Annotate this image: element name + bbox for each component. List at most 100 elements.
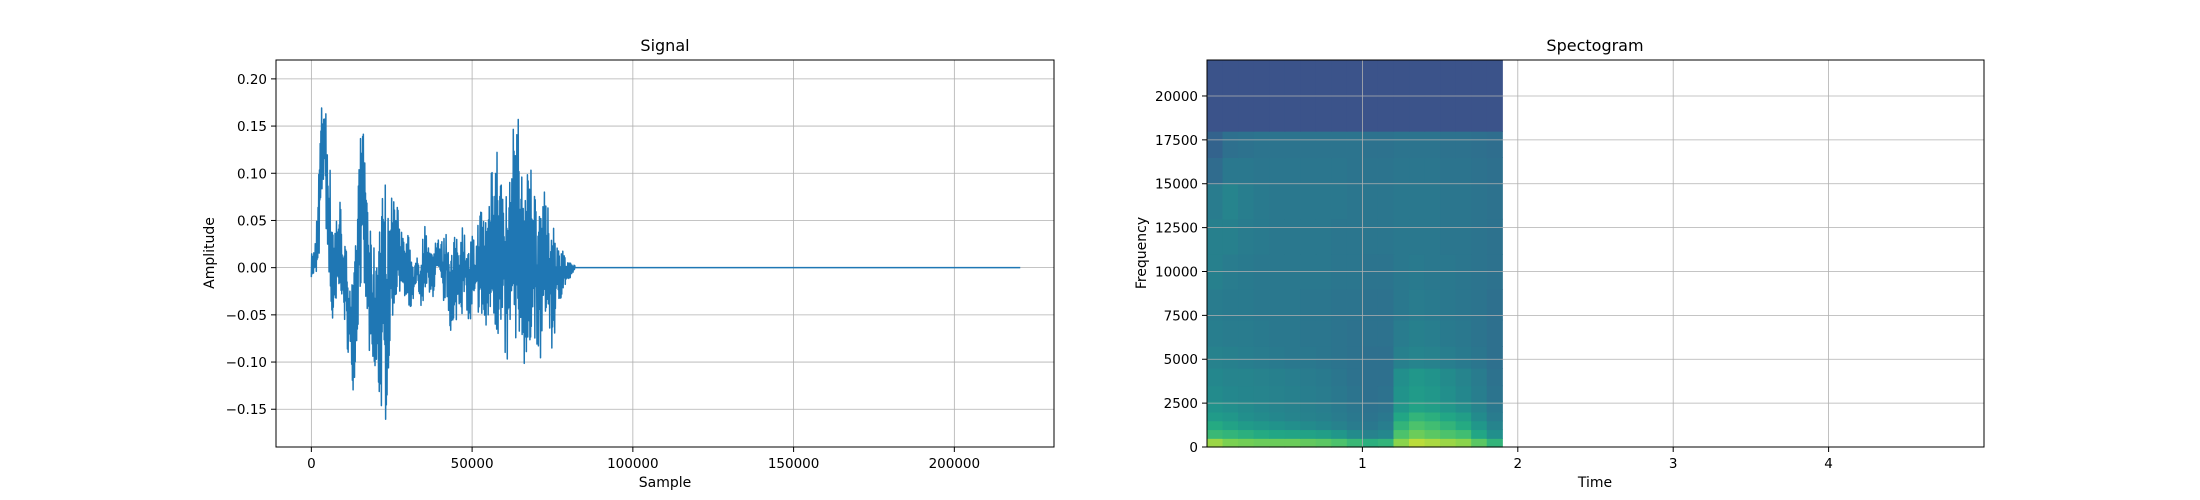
spectrogram-cell xyxy=(1284,131,1301,159)
spectrogram-y-tick-label: 7500 xyxy=(1164,308,1198,324)
spectrogram-cell xyxy=(1424,131,1441,159)
spectrogram-cell xyxy=(1269,385,1286,402)
spectrogram-cell xyxy=(1253,131,1270,159)
spectrogram-cell xyxy=(1455,157,1472,185)
signal-y-tick-label: 0.05 xyxy=(237,213,267,229)
spectrogram-cell xyxy=(1222,131,1239,159)
spectrogram-cell xyxy=(1393,157,1410,185)
signal-axes: 0 50000 100000 150000 200000 −0.15 −0.10 −0.05… xyxy=(202,36,1055,491)
spectrogram-cell xyxy=(1424,319,1441,347)
spectrogram-cell xyxy=(1424,289,1441,321)
spectrogram-cell xyxy=(1362,420,1379,431)
spectrogram-cell xyxy=(1424,183,1441,220)
spectrogram-cell xyxy=(1409,438,1426,448)
spectrogram-cell xyxy=(1362,411,1379,422)
spectrogram-cell xyxy=(1440,218,1457,255)
spectrogram-cell xyxy=(1207,368,1224,387)
spectrogram-cell xyxy=(1300,429,1317,439)
spectrogram-y-ticks: 0 2500 5000 7500 10000 12500 15000 17500 20000 xyxy=(1155,89,1207,456)
spectrogram-cell xyxy=(1253,218,1270,255)
spectrogram-y-tick-label: 12500 xyxy=(1155,221,1198,237)
spectrogram-cell xyxy=(1284,429,1301,439)
spectrogram-cell xyxy=(1269,429,1286,439)
spectrogram-cell xyxy=(1222,368,1239,387)
spectrogram-cell xyxy=(1362,131,1379,159)
spectrogram-cell xyxy=(1471,60,1488,97)
spectrogram-x-ticks: 1 2 3 4 xyxy=(1358,447,1833,472)
spectrogram-cell xyxy=(1207,131,1224,159)
spectrogram-cell xyxy=(1362,157,1379,185)
spectrogram-cell xyxy=(1207,346,1224,369)
spectrogram-cell xyxy=(1486,400,1503,413)
spectrogram-cell xyxy=(1377,400,1395,413)
spectrogram-cell xyxy=(1238,131,1255,159)
spectrogram-cell xyxy=(1300,157,1317,185)
spectrogram-cell xyxy=(1300,411,1317,422)
spectrogram-cell xyxy=(1377,411,1395,422)
spectrogram-cell xyxy=(1238,385,1255,402)
spectrogram-cell xyxy=(1455,289,1472,321)
spectrogram-cell xyxy=(1331,157,1348,185)
spectrogram-cell xyxy=(1455,218,1472,255)
spectrogram-cell xyxy=(1300,319,1317,347)
spectrogram-cell xyxy=(1346,60,1363,97)
spectrogram-cell xyxy=(1362,319,1379,347)
spectrogram-cell xyxy=(1471,289,1488,321)
spectrogram-cell xyxy=(1315,368,1332,387)
spectrogram-heatmap xyxy=(1207,60,1503,448)
spectrogram-cell xyxy=(1377,218,1395,255)
spectrogram-cell xyxy=(1455,411,1472,422)
signal-waveform xyxy=(310,107,1021,421)
spectrogram-cell xyxy=(1362,429,1379,439)
spectrogram-cell xyxy=(1207,319,1224,347)
spectrogram-cell xyxy=(1238,319,1255,347)
spectrogram-cell xyxy=(1393,95,1410,132)
spectrogram-cell xyxy=(1238,289,1255,321)
spectrogram-cell xyxy=(1207,289,1224,321)
spectrogram-cell xyxy=(1207,420,1224,431)
spectrogram-cell xyxy=(1346,183,1363,220)
spectrogram-cell xyxy=(1440,400,1457,413)
spectrogram-cell xyxy=(1424,60,1441,97)
spectrogram-cell xyxy=(1486,289,1503,321)
spectrogram-cell xyxy=(1253,60,1270,97)
spectrogram-x-tick-label: 3 xyxy=(1669,456,1678,472)
spectrogram-cell xyxy=(1471,368,1488,387)
spectrogram-cell xyxy=(1346,218,1363,255)
spectrogram-cell xyxy=(1440,346,1457,369)
spectrogram-cell xyxy=(1284,368,1301,387)
signal-x-tick-label: 0 xyxy=(307,456,316,472)
spectrogram-cell xyxy=(1238,60,1255,97)
spectrogram-cell xyxy=(1222,218,1239,255)
spectrogram-cell xyxy=(1300,385,1317,402)
spectrogram-cell xyxy=(1440,385,1457,402)
spectrogram-cell xyxy=(1269,60,1286,97)
spectrogram-x-tick-label: 4 xyxy=(1824,456,1833,472)
spectrogram-cell xyxy=(1269,157,1286,185)
spectrogram-cell xyxy=(1269,420,1286,431)
spectrogram-cell xyxy=(1393,385,1410,402)
signal-y-tick-label: 0.15 xyxy=(237,119,267,135)
spectrogram-cell xyxy=(1207,157,1224,185)
spectrogram-cell xyxy=(1393,289,1410,321)
spectrogram-cell xyxy=(1331,400,1348,413)
spectrogram-cell xyxy=(1346,420,1363,431)
spectrogram-cell xyxy=(1455,60,1472,97)
spectrogram-cell xyxy=(1409,157,1426,185)
spectrogram-cell xyxy=(1346,289,1363,321)
spectrogram-cell xyxy=(1284,95,1301,132)
spectrogram-cell xyxy=(1315,420,1332,431)
spectrogram-cell xyxy=(1440,289,1457,321)
spectrogram-axes: 1 2 3 4 0 2500 5000 7500 10000 12500 15000 17500 20… xyxy=(1134,36,1985,491)
spectrogram-cell xyxy=(1440,60,1457,97)
spectrogram-cell xyxy=(1455,420,1472,431)
spectrogram-cell xyxy=(1393,411,1410,422)
spectrogram-cell xyxy=(1362,60,1379,97)
spectrogram-cell xyxy=(1362,95,1379,132)
spectrogram-cell xyxy=(1424,420,1441,431)
spectrogram-cell xyxy=(1269,319,1286,347)
spectrogram-cell xyxy=(1315,319,1332,347)
spectrogram-cell xyxy=(1440,131,1457,159)
spectrogram-cell xyxy=(1424,346,1441,369)
spectrogram-cell xyxy=(1440,411,1457,422)
